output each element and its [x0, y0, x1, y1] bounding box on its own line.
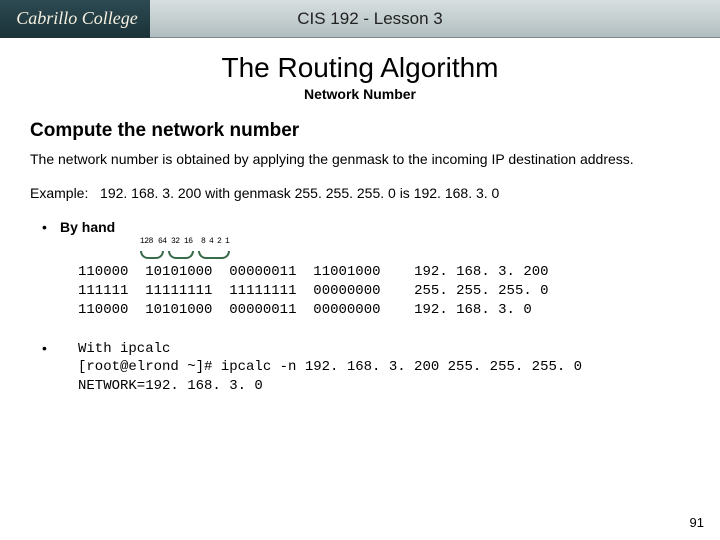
bullet-icon: • [42, 219, 60, 235]
ipcalc-block: • With ipcalc [root@elrond ~]# ipcalc -n… [30, 340, 690, 397]
ipcalc-result: NETWORK=192. 168. 3. 0 [78, 378, 263, 394]
bit-weight: 32 [171, 237, 180, 246]
bit-weight: 2 [217, 237, 221, 246]
intro-text: The network number is obtained by applyi… [30, 150, 690, 169]
section-heading: Compute the network number [30, 120, 690, 142]
bit-weight: 1 [225, 237, 229, 246]
by-hand-block: • By hand 128 64 32 16 8 4 2 1 [30, 219, 690, 320]
table-row: 111111 11111111 11111111 00000000 255. 2… [78, 283, 549, 299]
page-title: The Routing Algorithm [0, 52, 720, 84]
by-hand-label: By hand [60, 219, 115, 235]
binary-table: 110000 10101000 00000011 11001000 192. 1… [78, 263, 690, 320]
bit-weight: 8 [201, 237, 205, 246]
header-bar: Cabrillo College CIS 192 - Lesson 3 [0, 0, 720, 38]
example-label: Example: [30, 185, 88, 201]
ipcalc-cmd: [root@elrond ~]# ipcalc -n 192. 168. 3. … [78, 359, 582, 375]
table-row: 110000 10101000 00000011 11001000 192. 1… [78, 264, 549, 280]
bit-weight: 128 [140, 237, 153, 246]
bit-weight: 64 [158, 237, 167, 246]
bullet-icon: • [42, 340, 60, 356]
ipcalc-lines: With ipcalc [root@elrond ~]# ipcalc -n 1… [78, 340, 690, 397]
lesson-label: CIS 192 - Lesson 3 [150, 9, 720, 29]
example-line: Example: 192. 168. 3. 200 with genmask 2… [30, 185, 690, 201]
content-area: Compute the network number The network n… [0, 102, 720, 396]
page-subtitle: Network Number [0, 86, 720, 102]
bit-arcs [140, 251, 690, 261]
example-text: 192. 168. 3. 200 with genmask 255. 255. … [100, 185, 499, 201]
bit-weight: 16 [184, 237, 193, 246]
ipcalc-label: With ipcalc [78, 341, 170, 357]
bit-weight: 4 [209, 237, 213, 246]
page-number: 91 [690, 515, 704, 530]
table-row: 110000 10101000 00000011 00000000 192. 1… [78, 302, 532, 318]
logo-text: Cabrillo College [16, 8, 138, 29]
college-logo: Cabrillo College [0, 0, 150, 38]
